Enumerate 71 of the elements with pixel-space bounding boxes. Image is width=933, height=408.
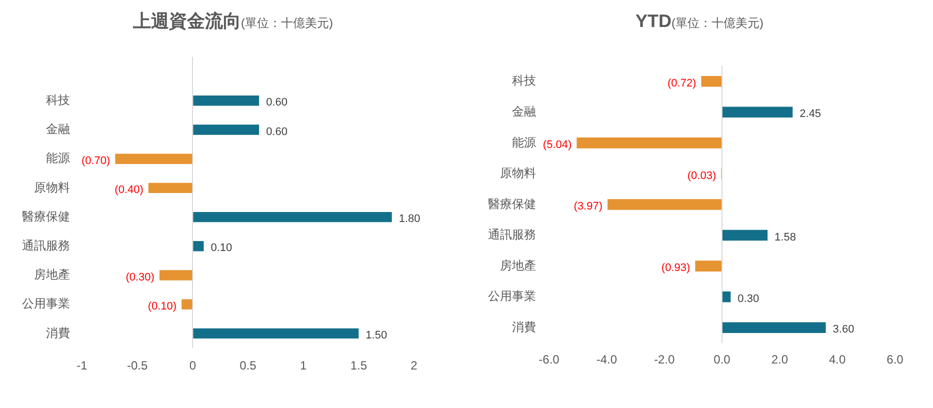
x-tick-label: 0.0 <box>714 352 731 367</box>
y-tick-label: 原物料 <box>500 166 536 180</box>
data-label: (0.72) <box>667 77 696 90</box>
data-label: (0.03) <box>687 170 716 182</box>
chart-subtitle: (單位：十億美元) <box>241 16 333 30</box>
data-label: (0.30) <box>126 271 154 284</box>
x-tick-label: 2 <box>410 358 418 373</box>
x-tick-label: -4.0 <box>596 352 618 367</box>
x-tick-label: 2.0 <box>771 352 788 367</box>
bar <box>193 212 392 222</box>
y-tick-label: 公用事業 <box>488 289 536 304</box>
bar <box>193 328 359 339</box>
x-tick-label: 0 <box>189 358 196 373</box>
bar <box>722 322 826 333</box>
chart-title: YTD <box>636 11 672 31</box>
bar <box>193 241 204 252</box>
bar <box>159 270 192 280</box>
x-tick-label: 4.0 <box>828 352 846 367</box>
data-label: (0.93) <box>661 262 690 274</box>
bar <box>722 106 793 118</box>
bar <box>576 138 722 148</box>
data-label: 0.10 <box>210 242 232 254</box>
x-tick-label: -6.0 <box>538 352 560 367</box>
data-label: 1.58 <box>774 231 796 244</box>
y-tick-label: 房地產 <box>34 268 70 282</box>
x-tick-label: -1 <box>76 358 88 373</box>
y-tick-label: 消費 <box>512 320 536 334</box>
data-label: 1.80 <box>398 213 420 226</box>
data-label: (0.40) <box>114 184 144 196</box>
y-tick-label: 能源 <box>46 151 70 166</box>
bar <box>608 199 722 210</box>
x-tick-label: -2.0 <box>654 352 675 367</box>
data-label: (0.70) <box>81 154 110 167</box>
y-tick-label: 能源 <box>512 135 536 150</box>
chart-subtitle: (單位：十億美元) <box>672 16 764 30</box>
x-tick-label: 0.5 <box>240 358 257 373</box>
x-tick-label: 1 <box>300 358 307 373</box>
y-tick-label: 消費 <box>46 326 70 340</box>
data-label: 2.45 <box>800 108 822 120</box>
bar <box>115 154 192 164</box>
y-tick-label: 通訊服務 <box>22 238 70 252</box>
y-tick-label: 通訊服務 <box>488 228 536 242</box>
bar <box>722 291 731 302</box>
data-label: 0.60 <box>266 126 288 138</box>
data-label: (3.97) <box>574 200 603 213</box>
y-tick-label: 金融 <box>512 104 536 118</box>
bar <box>701 76 722 87</box>
data-label: 0.60 <box>266 96 288 109</box>
y-tick-label: 金融 <box>46 122 70 136</box>
bar <box>193 124 260 135</box>
chart-title: 上週資金流向 <box>133 11 241 31</box>
bar <box>722 230 768 241</box>
data-label: 0.30 <box>738 292 760 305</box>
x-tick-label: 1.5 <box>350 358 368 373</box>
y-tick-label: 公用事業 <box>22 296 70 311</box>
y-tick-label: 原物料 <box>34 180 70 194</box>
y-tick-label: 科技 <box>512 74 536 88</box>
y-tick-label: 醫療保健 <box>22 209 70 224</box>
data-label: 3.60 <box>832 324 854 336</box>
y-tick-label: 科技 <box>46 92 70 107</box>
bar <box>695 260 722 272</box>
x-tick-label: 6.0 <box>886 352 904 367</box>
bar <box>182 299 192 310</box>
bar <box>193 96 260 106</box>
data-label: 1.50 <box>366 329 388 342</box>
y-tick-label: 房地產 <box>500 258 536 272</box>
y-tick-label: 醫療保健 <box>488 196 536 211</box>
bar <box>148 182 192 194</box>
data-label: (5.04) <box>542 138 572 151</box>
x-tick-label: -0.5 <box>126 358 148 373</box>
data-label: (0.10) <box>148 300 177 312</box>
